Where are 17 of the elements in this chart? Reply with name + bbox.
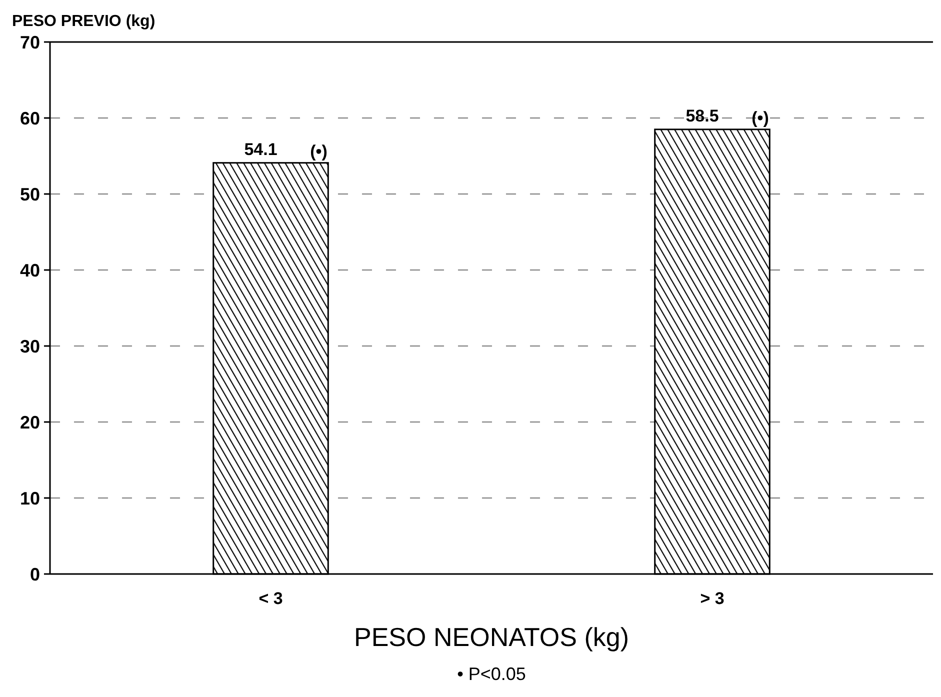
y-axis-title: PESO PREVIO (kg)	[12, 13, 156, 30]
x-tick-label: > 3	[700, 589, 724, 608]
y-tick-label: 0	[30, 564, 40, 584]
y-tick-label: 70	[20, 32, 40, 52]
y-tick-label: 50	[20, 184, 40, 204]
annotation: (•)	[752, 108, 769, 128]
y-tick-label: 30	[20, 336, 40, 356]
annotation: (•)	[310, 142, 328, 161]
y-tick-label: 10	[20, 488, 40, 508]
y-tick-label: 20	[20, 412, 40, 432]
data-label: 58.5	[686, 106, 719, 126]
x-axis-title: PESO NEONATOS (kg)	[354, 622, 629, 652]
text: • P<0.05	[457, 664, 526, 684]
x-tick-label: < 3	[258, 589, 283, 608]
data-label: 54.1	[244, 140, 278, 159]
y-tick-label: 40	[20, 260, 40, 280]
y-tick-label: 60	[20, 108, 40, 128]
